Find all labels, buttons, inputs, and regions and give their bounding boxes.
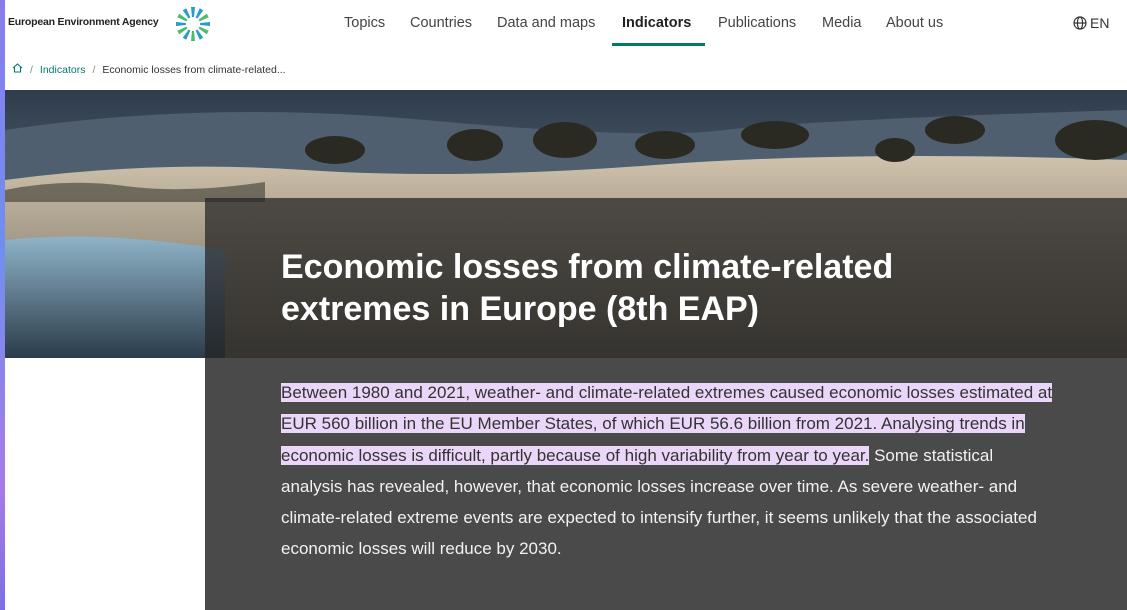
breadcrumb-separator: / xyxy=(92,64,95,76)
page: European Environment Agency Topics Count… xyxy=(0,0,1127,610)
nav-item[interactable]: Topics xyxy=(344,15,385,31)
nav-item[interactable]: About us xyxy=(886,15,943,31)
home-icon[interactable] xyxy=(12,63,23,73)
nav-item[interactable]: Countries xyxy=(410,15,472,31)
language[interactable]: EN xyxy=(1090,15,1109,31)
breadcrumb-link[interactable]: Indicators xyxy=(40,64,86,76)
nav-item[interactable]: Media xyxy=(822,15,862,31)
breadcrumb: / Indicators / Economic losses from climate… xyxy=(12,63,286,76)
nav-item[interactable]: Data and maps xyxy=(497,15,595,31)
logo-text[interactable]: European Environment Agency xyxy=(8,16,159,28)
summary-text: Between 1980 and 2021, weather- and clim… xyxy=(281,377,1056,565)
logo-icon[interactable] xyxy=(173,6,213,42)
globe-icon[interactable] xyxy=(1073,16,1087,30)
header: European Environment Agency Topics Count… xyxy=(5,0,1127,46)
active-indicator xyxy=(612,43,705,46)
nav-item[interactable]: Publications xyxy=(718,15,796,31)
breadcrumb-current: Economic losses from climate-related... xyxy=(102,64,285,76)
nav-item[interactable]: Indicators xyxy=(622,15,691,31)
breadcrumb-separator: / xyxy=(30,64,33,76)
page-title: Economic losses from climate-related ext… xyxy=(281,246,1041,330)
